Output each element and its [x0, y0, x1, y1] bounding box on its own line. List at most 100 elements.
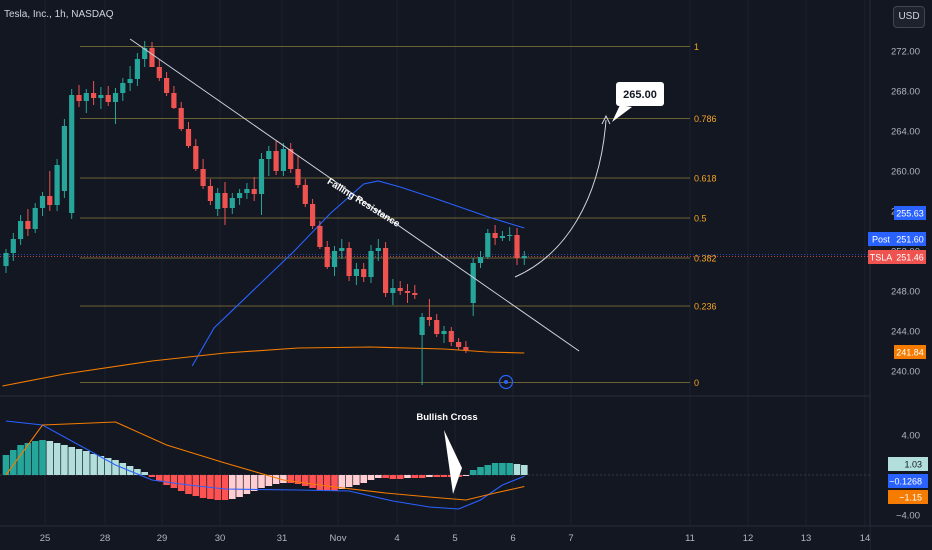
candle	[273, 141, 279, 175]
currency-button[interactable]: USD	[893, 6, 925, 28]
macd-histogram-bar	[163, 475, 170, 485]
macd-histogram-bar	[214, 475, 221, 500]
candle	[426, 299, 432, 326]
candle-body	[310, 204, 316, 226]
candle	[127, 66, 133, 91]
candle-body	[266, 151, 272, 159]
moving-averages	[2, 180, 525, 387]
candle	[485, 229, 491, 259]
candle	[39, 192, 46, 216]
macd-histogram-bar	[243, 475, 251, 494]
candle-body	[61, 126, 67, 191]
candle-body	[346, 248, 352, 276]
price-badge-value: 251.60	[896, 235, 924, 245]
candle-body	[127, 79, 133, 83]
candle-body	[3, 253, 9, 266]
event-marker	[498, 374, 514, 390]
candle	[448, 327, 454, 346]
time-axis-tick: 13	[801, 533, 812, 544]
candle	[463, 341, 469, 353]
macd-line	[5, 420, 525, 510]
macd-histogram-bar	[353, 475, 360, 485]
macd-histogram-bar	[426, 475, 433, 477]
macd-histogram-bar	[360, 475, 367, 483]
candle	[456, 338, 462, 350]
candle-body	[339, 248, 345, 251]
time-axis-tick: 25	[40, 533, 51, 544]
macd-histogram-bar	[513, 464, 521, 475]
macd-histogram-bar	[83, 451, 90, 475]
candle	[295, 155, 301, 188]
macd-histogram-bar	[331, 475, 338, 491]
candle-body	[178, 108, 184, 129]
macd-badge-box	[888, 474, 928, 488]
target-callout-text: 265.00	[623, 89, 657, 101]
candle-body	[112, 93, 119, 102]
candle	[470, 258, 476, 316]
price-badge-tag	[868, 232, 895, 246]
candle-body	[404, 291, 411, 293]
time-axis-tick: 30	[215, 533, 226, 544]
candle-body	[492, 233, 498, 238]
fib-level-label: 0.786	[694, 114, 717, 124]
time-axis-tick: Nov	[330, 533, 347, 544]
candle	[237, 189, 243, 205]
time-axis-tick: 11	[685, 533, 695, 544]
candle-body	[18, 221, 24, 239]
fib-level-label: 1	[694, 42, 699, 52]
candle	[383, 242, 389, 297]
price-axis-tick: 240.00	[891, 367, 920, 378]
candle	[200, 159, 206, 189]
price-axis-tick: 244.00	[891, 327, 920, 338]
fib-retracement[interactable]: 1 0.786 0.618 0.5 0.382 0.236 0	[80, 42, 717, 388]
time-axis-tick: 31	[277, 533, 288, 544]
candle	[156, 60, 162, 81]
candle	[310, 199, 316, 229]
candle-body	[463, 347, 469, 350]
candle-body	[361, 269, 367, 277]
price-axis-tick: 272.00	[891, 47, 920, 58]
candle-body	[375, 248, 381, 251]
candle-body	[397, 288, 403, 291]
candle	[288, 143, 294, 173]
time-axis-tick: 29	[157, 533, 168, 544]
candle-body	[215, 193, 221, 209]
time-axis-tick: 4	[394, 533, 399, 544]
moving-average-line	[2, 346, 525, 387]
candle	[185, 122, 192, 148]
candle	[302, 179, 308, 207]
candle-body	[426, 317, 432, 320]
candle-body	[521, 256, 527, 258]
candle-body	[83, 93, 89, 101]
candle	[477, 251, 484, 268]
macd-histogram-bar	[24, 443, 32, 475]
candle-body	[302, 185, 308, 204]
candle-body	[207, 186, 213, 201]
candle	[193, 139, 199, 171]
price-axis-tick: 248.00	[891, 287, 920, 298]
macd-histogram-bar	[477, 467, 484, 475]
candle-body	[368, 251, 374, 277]
candle-body	[273, 151, 279, 171]
bullish-cross-label: Bullish Cross	[416, 412, 477, 423]
time-axis-tick: 7	[568, 533, 573, 544]
target-callout-tail	[612, 105, 632, 122]
macd-histogram-bar	[491, 463, 499, 475]
macd-histogram-bar	[68, 447, 75, 475]
candle-body	[47, 196, 53, 205]
candle-body	[317, 226, 323, 247]
candle	[404, 284, 411, 303]
macd-histogram-bar	[462, 475, 470, 476]
candle-body	[324, 247, 330, 267]
candle-body	[353, 269, 359, 276]
candle	[434, 314, 440, 337]
price-badge-tag-text: Post	[872, 235, 891, 245]
price-axis-tick: 264.00	[891, 127, 920, 138]
candle	[112, 88, 119, 124]
macd-histogram-bar	[221, 475, 229, 500]
candle-body	[149, 48, 155, 67]
macd-histogram-bar	[499, 463, 506, 475]
macd-histogram-bar	[404, 475, 411, 478]
